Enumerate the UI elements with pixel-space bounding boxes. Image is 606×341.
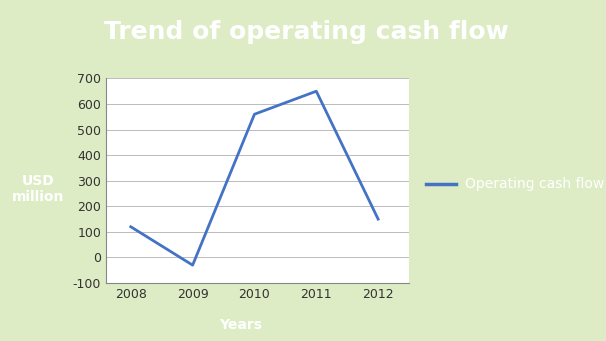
Text: Years: Years [219, 318, 262, 332]
Text: USD
million: USD million [12, 174, 64, 204]
Text: Operating cash flow: Operating cash flow [465, 177, 604, 191]
Text: Trend of operating cash flow: Trend of operating cash flow [104, 20, 508, 44]
